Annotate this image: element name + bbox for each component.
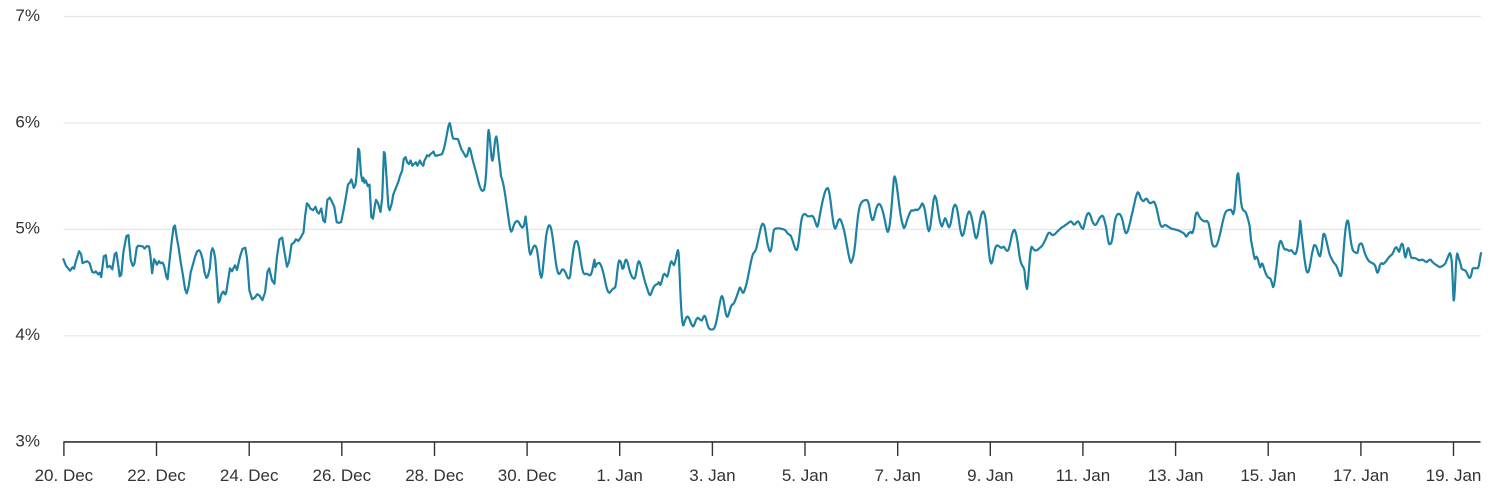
svg-text:19. Jan: 19. Jan xyxy=(1426,466,1482,485)
svg-text:3%: 3% xyxy=(15,432,40,451)
svg-text:17. Jan: 17. Jan xyxy=(1333,466,1389,485)
svg-text:11. Jan: 11. Jan xyxy=(1056,466,1111,485)
svg-text:26. Dec: 26. Dec xyxy=(313,466,372,485)
svg-text:22. Dec: 22. Dec xyxy=(127,466,186,485)
svg-text:5%: 5% xyxy=(15,219,40,238)
svg-text:24. Dec: 24. Dec xyxy=(220,466,279,485)
svg-text:15. Jan: 15. Jan xyxy=(1240,466,1296,485)
svg-text:7. Jan: 7. Jan xyxy=(875,466,921,485)
svg-text:28. Dec: 28. Dec xyxy=(405,466,464,485)
svg-text:13. Jan: 13. Jan xyxy=(1148,466,1204,485)
svg-text:4%: 4% xyxy=(15,325,40,344)
svg-text:3. Jan: 3. Jan xyxy=(689,466,735,485)
svg-text:20. Dec: 20. Dec xyxy=(35,466,94,485)
svg-text:7%: 7% xyxy=(15,6,40,25)
svg-text:6%: 6% xyxy=(15,112,40,131)
svg-text:1. Jan: 1. Jan xyxy=(597,466,643,485)
svg-text:9. Jan: 9. Jan xyxy=(967,466,1013,485)
svg-text:30. Dec: 30. Dec xyxy=(498,466,557,485)
svg-text:5. Jan: 5. Jan xyxy=(782,466,828,485)
